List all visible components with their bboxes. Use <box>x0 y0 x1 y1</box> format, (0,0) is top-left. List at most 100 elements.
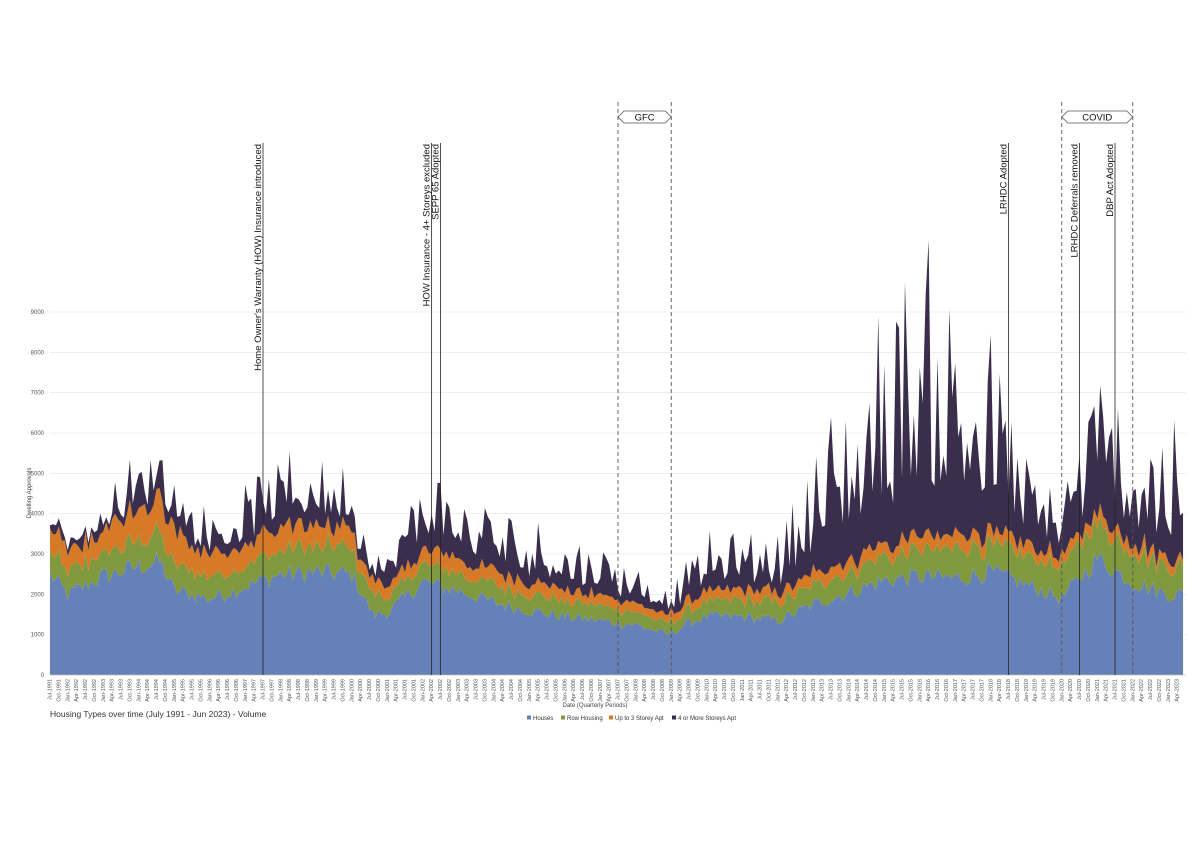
x-tick-label: Apr-2012 <box>784 679 790 702</box>
x-tick-label: Apr-2014 <box>855 679 861 702</box>
x-tick-label: Oct-2008 <box>660 679 666 702</box>
x-tick-label: Jul-2000 <box>367 679 373 700</box>
x-tick-label: Oct-2013 <box>837 679 843 702</box>
x-tick-label: Oct-1995 <box>198 679 204 702</box>
x-tick-label: Jan-1999 <box>314 679 320 702</box>
x-tick-label: Oct-2020 <box>1086 679 1092 702</box>
x-tick-label: Jan-1997 <box>243 679 249 702</box>
x-tick-label: Oct-1998 <box>305 679 311 702</box>
x-tick-label: Jul-2002 <box>438 679 444 700</box>
y-tick-label: 0 <box>41 673 45 679</box>
x-tick-label: Jan-2001 <box>385 679 391 702</box>
x-tick-label: Apr-1997 <box>252 679 258 702</box>
y-tick-label: 4000 <box>31 512 45 518</box>
x-tick-label: Jul-1995 <box>190 679 196 700</box>
period-label: GFC <box>635 112 655 123</box>
x-tick-label: Oct-2017 <box>979 679 985 702</box>
period-label-box <box>1061 110 1134 124</box>
y-tick-label: 7000 <box>31 391 45 397</box>
x-tick-label: Apr-1994 <box>145 679 151 702</box>
legend-label: Row Housing <box>567 716 603 722</box>
x-tick-label: Oct-2000 <box>376 679 382 702</box>
x-tick-label: Apr-1993 <box>110 679 116 702</box>
x-tick-label: Jul-2015 <box>900 679 906 700</box>
x-tick-label: Apr-1995 <box>181 679 187 702</box>
event-annotations: Home Owner's Warranty (HOW) Insurance in… <box>253 143 1116 675</box>
x-tick-label: Jul-2011 <box>758 679 764 700</box>
x-tick-label: Jul-2013 <box>829 679 835 700</box>
x-tick-label: Apr-2008 <box>642 679 648 702</box>
x-tick-label: Jan-2017 <box>953 679 959 702</box>
x-tick-label: Jul-1991 <box>48 679 54 700</box>
x-tick-label: Apr-2004 <box>500 679 506 702</box>
x-tick-label: Jan-2007 <box>598 679 604 702</box>
x-tick-label: Jul-2019 <box>1042 679 1048 700</box>
x-tick-label: Oct-2016 <box>944 679 950 702</box>
x-tick-label: Jul-1999 <box>332 679 338 700</box>
x-tick-label: Jul-1992 <box>83 679 89 700</box>
x-axis-label: Date (Quarterly Periods) <box>562 703 627 709</box>
x-tick-label: Apr-2000 <box>358 679 364 702</box>
x-tick-label: Apr-2023 <box>1175 679 1181 702</box>
legend: Houses Row Housing Up to 3 Storey Apt 4 or … <box>527 715 736 722</box>
y-axis-label: Dwelling Approvals <box>27 468 33 519</box>
x-tick-label: Jul-2008 <box>651 679 657 700</box>
x-tick-label: Jan-2003 <box>456 679 462 702</box>
x-tick-label: Jul-2016 <box>935 679 941 700</box>
x-tick-label: Jan-2009 <box>669 679 675 702</box>
x-tick-label: Jul-2004 <box>509 679 515 700</box>
x-tick-label: Oct-2015 <box>908 679 914 702</box>
x-tick-label: Oct-2006 <box>589 679 595 702</box>
x-tick-label: Jul-2021 <box>1113 679 1119 700</box>
x-tick-label: Jan-2011 <box>740 679 746 702</box>
x-tick-label: Jul-1996 <box>225 679 231 700</box>
x-tick-label: Apr-2007 <box>607 679 613 702</box>
x-tick-label: Oct-2014 <box>873 679 879 702</box>
x-tick-label: Jan-2013 <box>811 679 817 702</box>
x-tick-label: Oct-2004 <box>518 679 524 702</box>
x-tick-label: Jul-2017 <box>971 679 977 700</box>
x-tick-label: Apr-2009 <box>678 679 684 702</box>
x-tick-label: Jan-2014 <box>846 679 852 702</box>
legend-label: 4 or More Storeys Apt <box>678 716 736 722</box>
x-tick-label: Jan-2004 <box>491 679 497 702</box>
x-tick-label: Apr-1998 <box>287 679 293 702</box>
x-tick-label: Jul-2010 <box>722 679 728 700</box>
x-tick-label: Jan-2020 <box>1059 679 1065 702</box>
x-tick-label: Apr-1999 <box>323 679 329 702</box>
x-tick-label: Jan-2005 <box>527 679 533 702</box>
x-tick-label: Oct-1993 <box>127 679 133 702</box>
x-tick-label: Apr-2003 <box>465 679 471 702</box>
x-tick-label: Jul-2003 <box>474 679 480 700</box>
x-tick-label: Jul-2014 <box>864 679 870 700</box>
x-tick-label: Jan-1992 <box>65 679 71 702</box>
x-tick-label: Jan-2010 <box>704 679 710 702</box>
y-tick-label: 1000 <box>31 633 45 639</box>
x-tick-label: Jan-2021 <box>1095 679 1101 702</box>
x-tick-label: Jul-2009 <box>687 679 693 700</box>
x-tick-label: Oct-2018 <box>1015 679 1021 702</box>
x-tick-label: Apr-2020 <box>1068 679 1074 702</box>
event-label: Home Owner's Warranty (HOW) Insurance in… <box>253 144 264 371</box>
event-label: LRHDC Deferrals removed <box>1070 144 1081 258</box>
x-tick-label: Jan-2006 <box>562 679 568 702</box>
x-tick-label: Jul-1997 <box>261 679 267 700</box>
x-tick-label: Oct-1992 <box>92 679 98 702</box>
x-tick-label: Oct-2002 <box>447 679 453 702</box>
event-label: SEPP 65 Adopted <box>431 144 442 220</box>
event-label: LRHDC Adopted <box>999 144 1010 214</box>
series-area-houses <box>50 551 1184 675</box>
event-label: DBP Act Adopted <box>1105 144 1116 217</box>
x-tick-label: Jan-2008 <box>633 679 639 702</box>
x-tick-label: Oct-2010 <box>731 679 737 702</box>
x-tick-label: Jul-1993 <box>119 679 125 700</box>
y-tick-label: 3000 <box>31 552 45 558</box>
x-tick-label: Oct-2003 <box>482 679 488 702</box>
x-tick-label: Jan-2015 <box>882 679 888 702</box>
x-tick-label: Oct-1999 <box>340 679 346 702</box>
x-tick-label: Oct-1991 <box>56 679 62 702</box>
series-area-4-or-more-storeys-apt <box>50 239 1184 615</box>
y-tick-label: 8000 <box>31 350 45 356</box>
x-tick-label: Apr-2001 <box>394 679 400 702</box>
